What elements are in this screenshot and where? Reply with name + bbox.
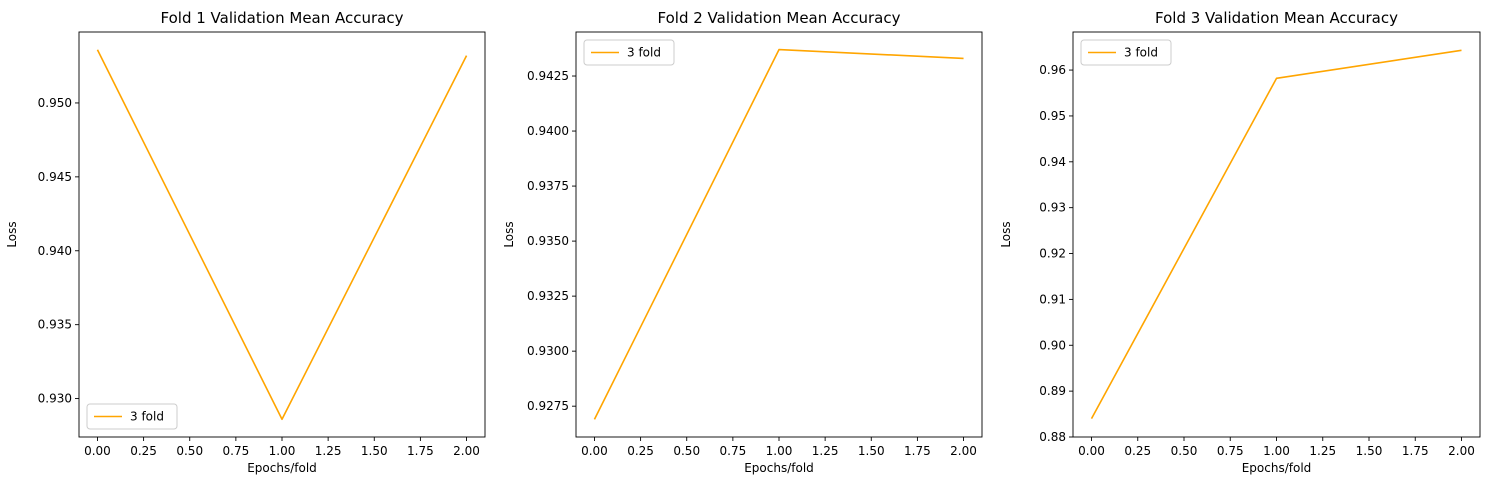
y-tick-label: 0.92 [1039,247,1066,261]
x-tick-label: 1.00 [766,444,793,458]
y-tick-label: 0.93 [1039,201,1066,215]
legend-label: 3 fold [130,410,164,424]
x-axis-label: Epochs/fold [744,461,814,475]
plot-frame [1072,31,1481,438]
x-axis-label: Epochs/fold [1242,461,1312,475]
x-tick-label: 0.50 [176,444,203,458]
x-tick-label: 2.00 [950,444,977,458]
y-tick-label: 0.9275 [527,399,569,413]
y-tick-label: 0.930 [38,392,72,406]
series-line-1 [593,48,964,420]
y-tick-label: 0.945 [38,170,72,184]
x-tick-label: 0.25 [627,444,654,458]
y-tick-label: 0.935 [38,318,72,332]
y-tick-label: 0.9300 [527,344,569,358]
legend: 3 fold [1080,39,1172,66]
chart-panel-1: Fold 1 Validation Mean Accuracy 0.00 0.25 0… [5,9,486,475]
plot-frame [78,31,486,438]
x-tick-label: 1.75 [1402,444,1429,458]
legend-box [1080,39,1172,66]
x-tick-label: 0.00 [1078,444,1105,458]
y-tick-label: 0.90 [1039,338,1066,352]
legend: 3 fold [86,403,178,430]
y-tick-label: 0.95 [1039,109,1066,123]
x-tick-label: 1.50 [858,444,885,458]
x-tick-label: 0.25 [1124,444,1151,458]
y-axis-label: Loss [502,221,516,247]
x-tick-label: 1.75 [407,444,434,458]
legend-label: 3 fold [1124,46,1158,60]
x-tick-label: 2.00 [453,444,480,458]
x-tick-label: 1.50 [361,444,388,458]
x-tick-label: 1.25 [315,444,342,458]
legend: 3 fold [583,39,675,66]
y-tick-label: 0.9325 [527,289,569,303]
y-tick-label: 0.9425 [527,69,569,83]
chart-panel-3: Fold 3 Validation Mean Accuracy 0.00 0.25 0… [999,9,1481,475]
x-tick-label: 0.50 [1171,444,1198,458]
legend-label: 3 fold [627,46,661,60]
x-axis-label: Epochs/fold [247,461,317,475]
x-tick-label: 0.50 [673,444,700,458]
y-tick-label: 0.96 [1039,63,1066,77]
x-tick-label: 1.00 [1263,444,1290,458]
x-tick-label: 0.00 [581,444,608,458]
y-axis-label: Loss [5,221,19,247]
x-tick-label: 0.75 [1217,444,1244,458]
x-tick-label: 1.50 [1356,444,1383,458]
x-tick-label: 0.75 [720,444,747,458]
chart-title: Fold 1 Validation Mean Accuracy [161,9,404,27]
y-tick-label: 0.91 [1039,292,1066,306]
x-tick-label: 2.00 [1448,444,1475,458]
x-tick-label: 0.25 [130,444,157,458]
series-line-1 [96,49,468,421]
y-tick-label: 0.88 [1039,430,1066,444]
chart-title: Fold 3 Validation Mean Accuracy [1155,9,1398,27]
chart-title: Fold 2 Validation Mean Accuracy [658,9,901,27]
plot-frame [575,31,983,438]
y-tick-label: 0.94 [1039,155,1066,169]
y-tick-label: 0.940 [38,244,72,258]
x-tick-label: 1.25 [812,444,839,458]
y-axis-label: Loss [999,221,1013,247]
x-tick-label: 1.00 [269,444,296,458]
y-tick-label: 0.9350 [527,234,569,248]
x-tick-label: 1.75 [904,444,931,458]
legend-box [86,403,178,430]
y-tick-label: 0.950 [38,96,72,110]
y-tick-label: 0.89 [1039,384,1066,398]
y-tick-label: 0.9400 [527,124,569,138]
x-tick-label: 1.25 [1309,444,1336,458]
legend-box [583,39,675,66]
x-tick-label: 0.75 [223,444,250,458]
chart-panel-2: Fold 2 Validation Mean Accuracy 0.00 0.25 0… [502,9,983,475]
y-tick-label: 0.9375 [527,179,569,193]
x-tick-label: 0.00 [84,444,111,458]
series-line-1 [1090,49,1462,420]
